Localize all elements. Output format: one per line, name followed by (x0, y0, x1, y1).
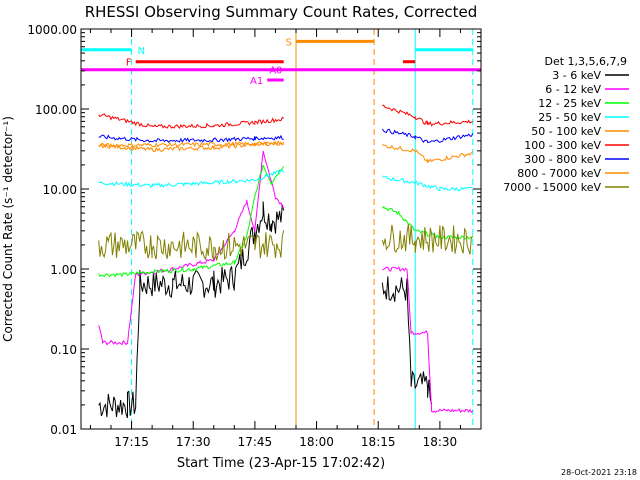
legend-entry-label: 12 - 25 keV (538, 97, 601, 110)
y-tick-label: 1000.00 (27, 23, 77, 37)
series-line-4 (98, 140, 474, 163)
legend-entry-label: 25 - 50 keV (538, 111, 601, 124)
y-tick-label: 0.01 (50, 423, 77, 437)
y-tick-label: 100.00 (35, 103, 77, 117)
x-tick-label: 17:30 (176, 435, 211, 449)
series-line-5 (98, 104, 473, 130)
y-tick-label: 0.10 (50, 343, 77, 357)
series-line-8 (98, 223, 473, 261)
axes: 17:15 17:30 17:45 18:00 18:15 18:30 0.01 0.10 1.… (27, 23, 482, 449)
flag-label-f: F (126, 58, 132, 69)
legend-entry-label: 300 - 800 keV (524, 153, 601, 166)
series-line-0 (98, 201, 433, 419)
legend-entry-label: 3 - 6 keV (552, 69, 601, 82)
series-line-3 (98, 169, 473, 192)
legend-title: Det 1,3,5,6,7,9 (544, 55, 627, 68)
render-timestamp: 28-Oct-2021 23:18 (561, 468, 637, 477)
series-line-1 (98, 150, 474, 414)
legend-entry-label: 100 - 300 keV (524, 139, 601, 152)
legend-entry-label: 6 - 12 keV (545, 83, 601, 96)
legend-entry-label: 7000 - 15000 keV (503, 181, 601, 194)
legend-entry-label: 800 - 7000 keV (517, 167, 601, 180)
flag-label-s: S (286, 37, 292, 48)
y-tick-label: 1.00 (50, 263, 77, 277)
chart-title: RHESSI Observing Summary Count Rates, Co… (85, 3, 478, 21)
x-axis-label: Start Time (23-Apr-15 17:02:42) (177, 456, 385, 471)
plot-frame (80, 28, 482, 430)
x-tick-label: 18:15 (361, 435, 396, 449)
x-tick-label: 18:00 (299, 435, 334, 449)
y-axis-label: Corrected Count Rate (s⁻¹ detector⁻¹) (1, 116, 15, 342)
x-tick-label: 17:45 (238, 435, 273, 449)
series-line-7 (98, 140, 285, 149)
x-tick-label: 18:30 (423, 435, 458, 449)
flag-label-a1: A1 (250, 76, 263, 87)
flag-label-a0: A0 (269, 66, 282, 77)
flag-label-n: N (138, 46, 145, 57)
y-tick-label: 10.00 (43, 183, 77, 197)
x-tick-label: 17:15 (114, 435, 149, 449)
legend-entry-label: 50 - 100 keV (531, 125, 601, 138)
series-line-6 (98, 128, 474, 144)
